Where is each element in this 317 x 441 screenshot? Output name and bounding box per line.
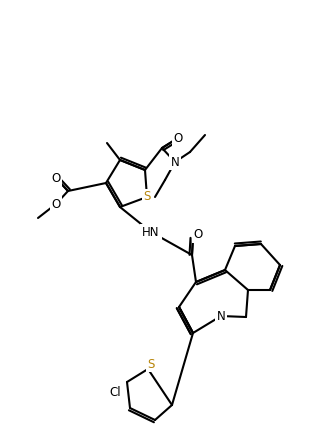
Text: N: N [171,156,179,168]
Text: N: N [217,310,225,322]
Text: O: O [173,131,183,145]
Text: O: O [51,198,61,210]
Text: Cl: Cl [109,386,121,400]
Text: S: S [147,358,155,370]
Text: HN: HN [142,225,160,239]
Text: O: O [51,172,61,184]
Text: O: O [193,228,203,242]
Text: S: S [143,191,151,203]
